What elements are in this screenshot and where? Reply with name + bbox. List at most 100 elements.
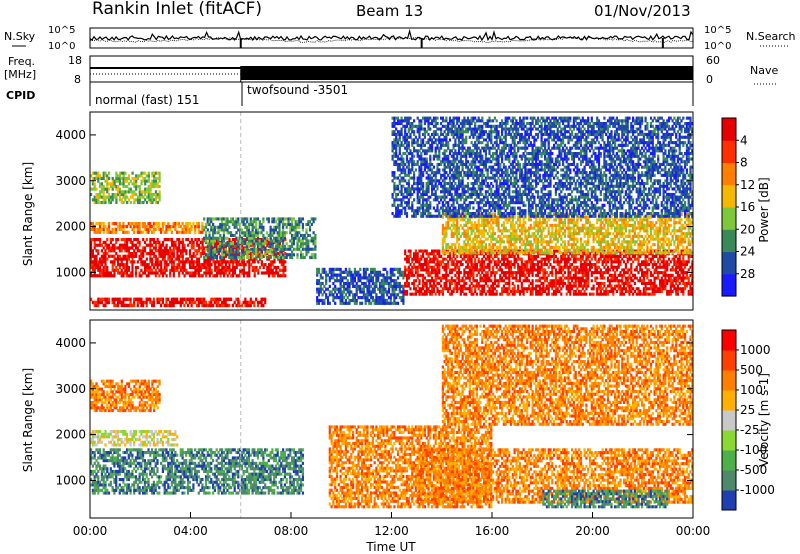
cell-4-56-7 [303,236,306,240]
cell-5-19-11 [350,270,353,274]
cell-6-52-16 [497,249,500,253]
cell-6-9-16 [420,249,423,253]
cell-4-10-7 [221,236,224,240]
cell-5-23-8 [357,279,360,283]
cell-6-34-6 [465,276,468,280]
cell-7-49-1 [529,248,532,252]
cell-3-42-0 [165,303,168,308]
cell-0-16-11 [118,243,121,247]
cell-0-55-0 [188,274,192,278]
cell-6-37-9 [470,268,473,272]
cell-6-58-12 [508,260,511,264]
cell-6-121-5 [621,279,624,283]
cell-2-22-5 [129,187,132,191]
cell-5-9-11 [332,270,335,274]
cell-4-31-2 [258,250,261,254]
cell-6-45-0 [484,292,487,296]
cell-6-69-3 [527,284,531,288]
cell-0-44-9 [169,249,172,253]
cell-5-30-0 [370,301,373,305]
cell-2-21-7 [127,182,131,186]
cell-6-93-2 [571,287,574,291]
cell-7-51-6 [533,234,536,238]
cell-6-58-15 [508,252,511,256]
cell-0-59-13 [196,238,199,242]
cell-2-37-9 [156,176,159,180]
cell-6-80-4 [547,281,550,285]
cell-5-47-2 [400,296,403,300]
cell-0-25-3 [134,265,138,270]
cell-6-154-16 [680,249,683,253]
cell-3-63-2 [203,297,206,302]
cell-4-43-0 [280,255,283,260]
cell-2-4-9 [97,176,100,180]
cell-6-112-11 [605,263,608,267]
cell-0-40-7 [161,254,165,258]
cell-6-103-9 [588,268,592,272]
cell-7-28-14 [492,212,495,216]
cell-0-57-1 [192,271,195,275]
cell-6-39-12 [474,260,477,264]
cell-6-140-10 [655,265,658,269]
cell-4-59-8 [308,233,312,237]
cell-3-97-1 [264,300,267,305]
cell-6-13-11 [427,263,430,267]
cell-0-88-4 [248,263,251,267]
cell-6-111-4 [603,281,606,285]
cell-4-44-3 [282,247,285,251]
cell-6-24-12 [447,260,450,264]
cell-6-52-5 [497,279,500,283]
cell-3-83-0 [239,303,242,308]
cell-6-159-0 [689,292,692,296]
cell-6-68-9 [526,268,529,272]
cell-0-56-5 [190,260,193,264]
cell-5-3-7 [321,281,324,286]
cell-7-39-12 [511,218,514,222]
cell-6-152-13 [676,257,679,261]
cell-6-55-5 [502,279,505,283]
cell-0-8-7 [104,254,107,258]
cell-2-4-8 [97,179,100,183]
cell-6-33-8 [463,271,466,275]
cell-5-46-12 [398,267,401,271]
cell-5-29-4 [368,290,371,294]
cell-6-137-8 [649,271,653,275]
cell-6-99-2 [581,287,584,291]
cell-7-19-9 [475,226,478,230]
cell-4-7-11 [215,225,218,229]
cell-2-32-11 [147,171,150,175]
cell-6-125-13 [628,257,631,261]
nave-tick-top: 60 [706,54,720,67]
cell-4-48-0 [289,255,292,260]
cell-6-35-2 [466,287,470,291]
cell-1-43-1 [167,227,170,231]
cell-0-77-1 [228,271,231,275]
cell-6-145-11 [664,263,667,267]
cell-0-74-3 [223,265,226,270]
cell-1-27-2 [138,224,141,229]
cell-6-155-6 [682,276,685,280]
cell-0-7-2 [102,268,105,272]
cell-6-40-5 [475,279,478,283]
cell-7-11-13 [461,215,464,219]
cell-0-25-0 [134,274,138,278]
cell-6-106-14 [594,254,597,258]
cell-5-43-3 [393,293,396,297]
cell-6-18-16 [436,249,439,253]
cell-0-59-8 [196,252,199,256]
cell-0-34-13 [151,238,154,242]
cell-0-51-8 [181,252,184,256]
cell-4-42-7 [278,236,281,240]
cell-6-96-2 [576,287,579,291]
cell-7-5-14 [450,212,453,216]
cell-6-135-2 [646,287,649,291]
cell-6-26-13 [450,257,453,261]
cell-7-13-10 [465,223,468,227]
cell-7-3-0 [447,251,450,255]
cell-6-38-10 [472,265,475,269]
cell-5-40-0 [387,301,391,305]
cell-0-81-4 [235,263,238,267]
cell-0-37-12 [156,240,159,244]
cell-6-73-7 [535,273,538,277]
cell-4-54-1 [300,253,303,257]
